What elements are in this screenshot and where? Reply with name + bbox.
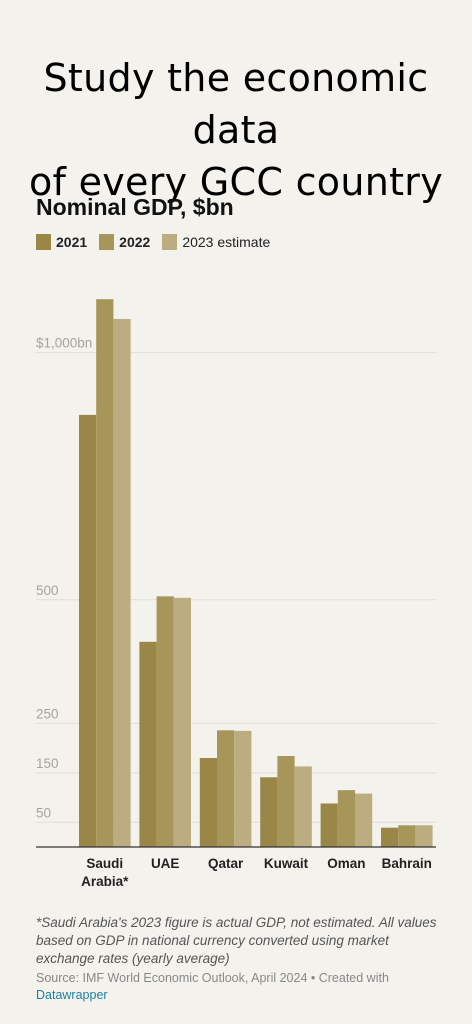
y-tick-label-1000: $1,000bn — [36, 336, 92, 351]
source-note: Source: IMF World Economic Outlook, Apri… — [36, 970, 446, 1004]
source-text: Source: IMF World Economic Outlook, Apri… — [36, 971, 389, 985]
legend-swatch-2022 — [99, 234, 115, 250]
bar-3-2 — [294, 766, 312, 847]
bar-1-1 — [156, 596, 174, 847]
legend-label-2021: 2021 — [56, 234, 88, 250]
bar-3-1 — [277, 756, 295, 847]
y-tick-label-250: 250 — [36, 706, 59, 721]
bar-5-1 — [398, 825, 416, 847]
footnote: *Saudi Arabia's 2023 figure is actual GD… — [36, 915, 437, 966]
bar-4-1 — [337, 790, 355, 847]
chart-title: Nominal GDP, $bn — [36, 194, 234, 220]
legend-label-2022: 2022 — [119, 234, 151, 250]
x-tick-label-2: Qatar — [208, 856, 244, 871]
datawrapper-link[interactable]: Datawrapper — [36, 988, 108, 1002]
bar-2-1 — [217, 730, 235, 847]
y-tick-label-50: 50 — [36, 805, 51, 820]
x-tick-label-0-0: Saudi — [86, 856, 123, 871]
bar-3-0 — [260, 777, 278, 847]
legend-swatch-2021 — [36, 234, 51, 250]
bar-1-2 — [173, 597, 191, 847]
bar-4-2 — [355, 793, 373, 847]
legend-item-2021: 2021 — [36, 234, 87, 250]
legend-item-2023: 2023 estimate — [162, 234, 270, 250]
y-tick-label-500: 500 — [36, 583, 59, 598]
headline: Study the economic data of every GCC cou… — [0, 52, 472, 208]
legend-label-2023: 2023 estimate — [182, 234, 271, 250]
bar-chart: 50 150 250 500 $1,000bn Saudi Arabia* UAE Qatar K… — [36, 299, 436, 889]
x-tick-label-3: Kuwait — [264, 856, 309, 871]
bar-1-0 — [139, 641, 157, 847]
legend: 2021 2022 2023 estimate — [36, 234, 282, 250]
legend-item-2022: 2022 — [99, 234, 150, 250]
bar-5-2 — [415, 825, 433, 847]
legend-swatch-2023 — [162, 234, 178, 250]
bar-2-2 — [234, 730, 252, 847]
x-tick-label-1: UAE — [151, 856, 180, 871]
x-tick-label-4: Oman — [327, 856, 365, 871]
x-tick-label-0-1: Arabia* — [81, 874, 129, 889]
bar-0-0 — [79, 414, 97, 847]
y-tick-label-150: 150 — [36, 756, 59, 771]
headline-line-1: Study the economic data — [43, 56, 429, 152]
bar-0-1 — [96, 299, 114, 847]
x-tick-label-5: Bahrain — [382, 856, 432, 871]
bar-5-0 — [381, 827, 399, 847]
bar-0-2 — [113, 318, 131, 847]
bar-4-0 — [320, 803, 338, 847]
headline-line-2: of every GCC country — [28, 160, 444, 204]
bar-2-0 — [199, 758, 217, 847]
